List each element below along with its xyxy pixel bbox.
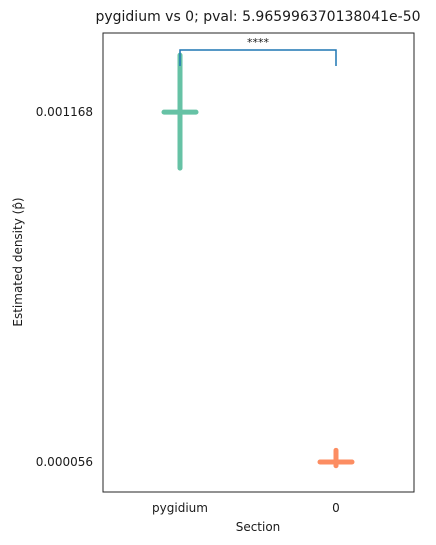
y-ticks: 0.001168 0.000056 <box>36 105 93 469</box>
y-tick-label: 0.001168 <box>36 105 93 119</box>
x-tick-label: pygidium <box>152 501 208 515</box>
plot-frame <box>102 32 415 493</box>
chart-title: pygidium vs 0; pval: 5.965996370138041e-… <box>95 9 420 25</box>
significance-bracket: **** <box>179 36 337 66</box>
significance-label: **** <box>247 36 270 49</box>
point-pygidium <box>161 52 199 171</box>
x-ticks: pygidium 0 <box>152 501 340 515</box>
x-axis-label: Section <box>236 520 281 534</box>
data-marks <box>161 52 355 469</box>
bracket-line <box>179 49 337 66</box>
x-tick-label: 0 <box>332 501 340 515</box>
y-axis-label: Estimated density (p̂) <box>11 197 25 326</box>
point-0 <box>317 447 355 469</box>
y-tick-label: 0.000056 <box>36 455 93 469</box>
